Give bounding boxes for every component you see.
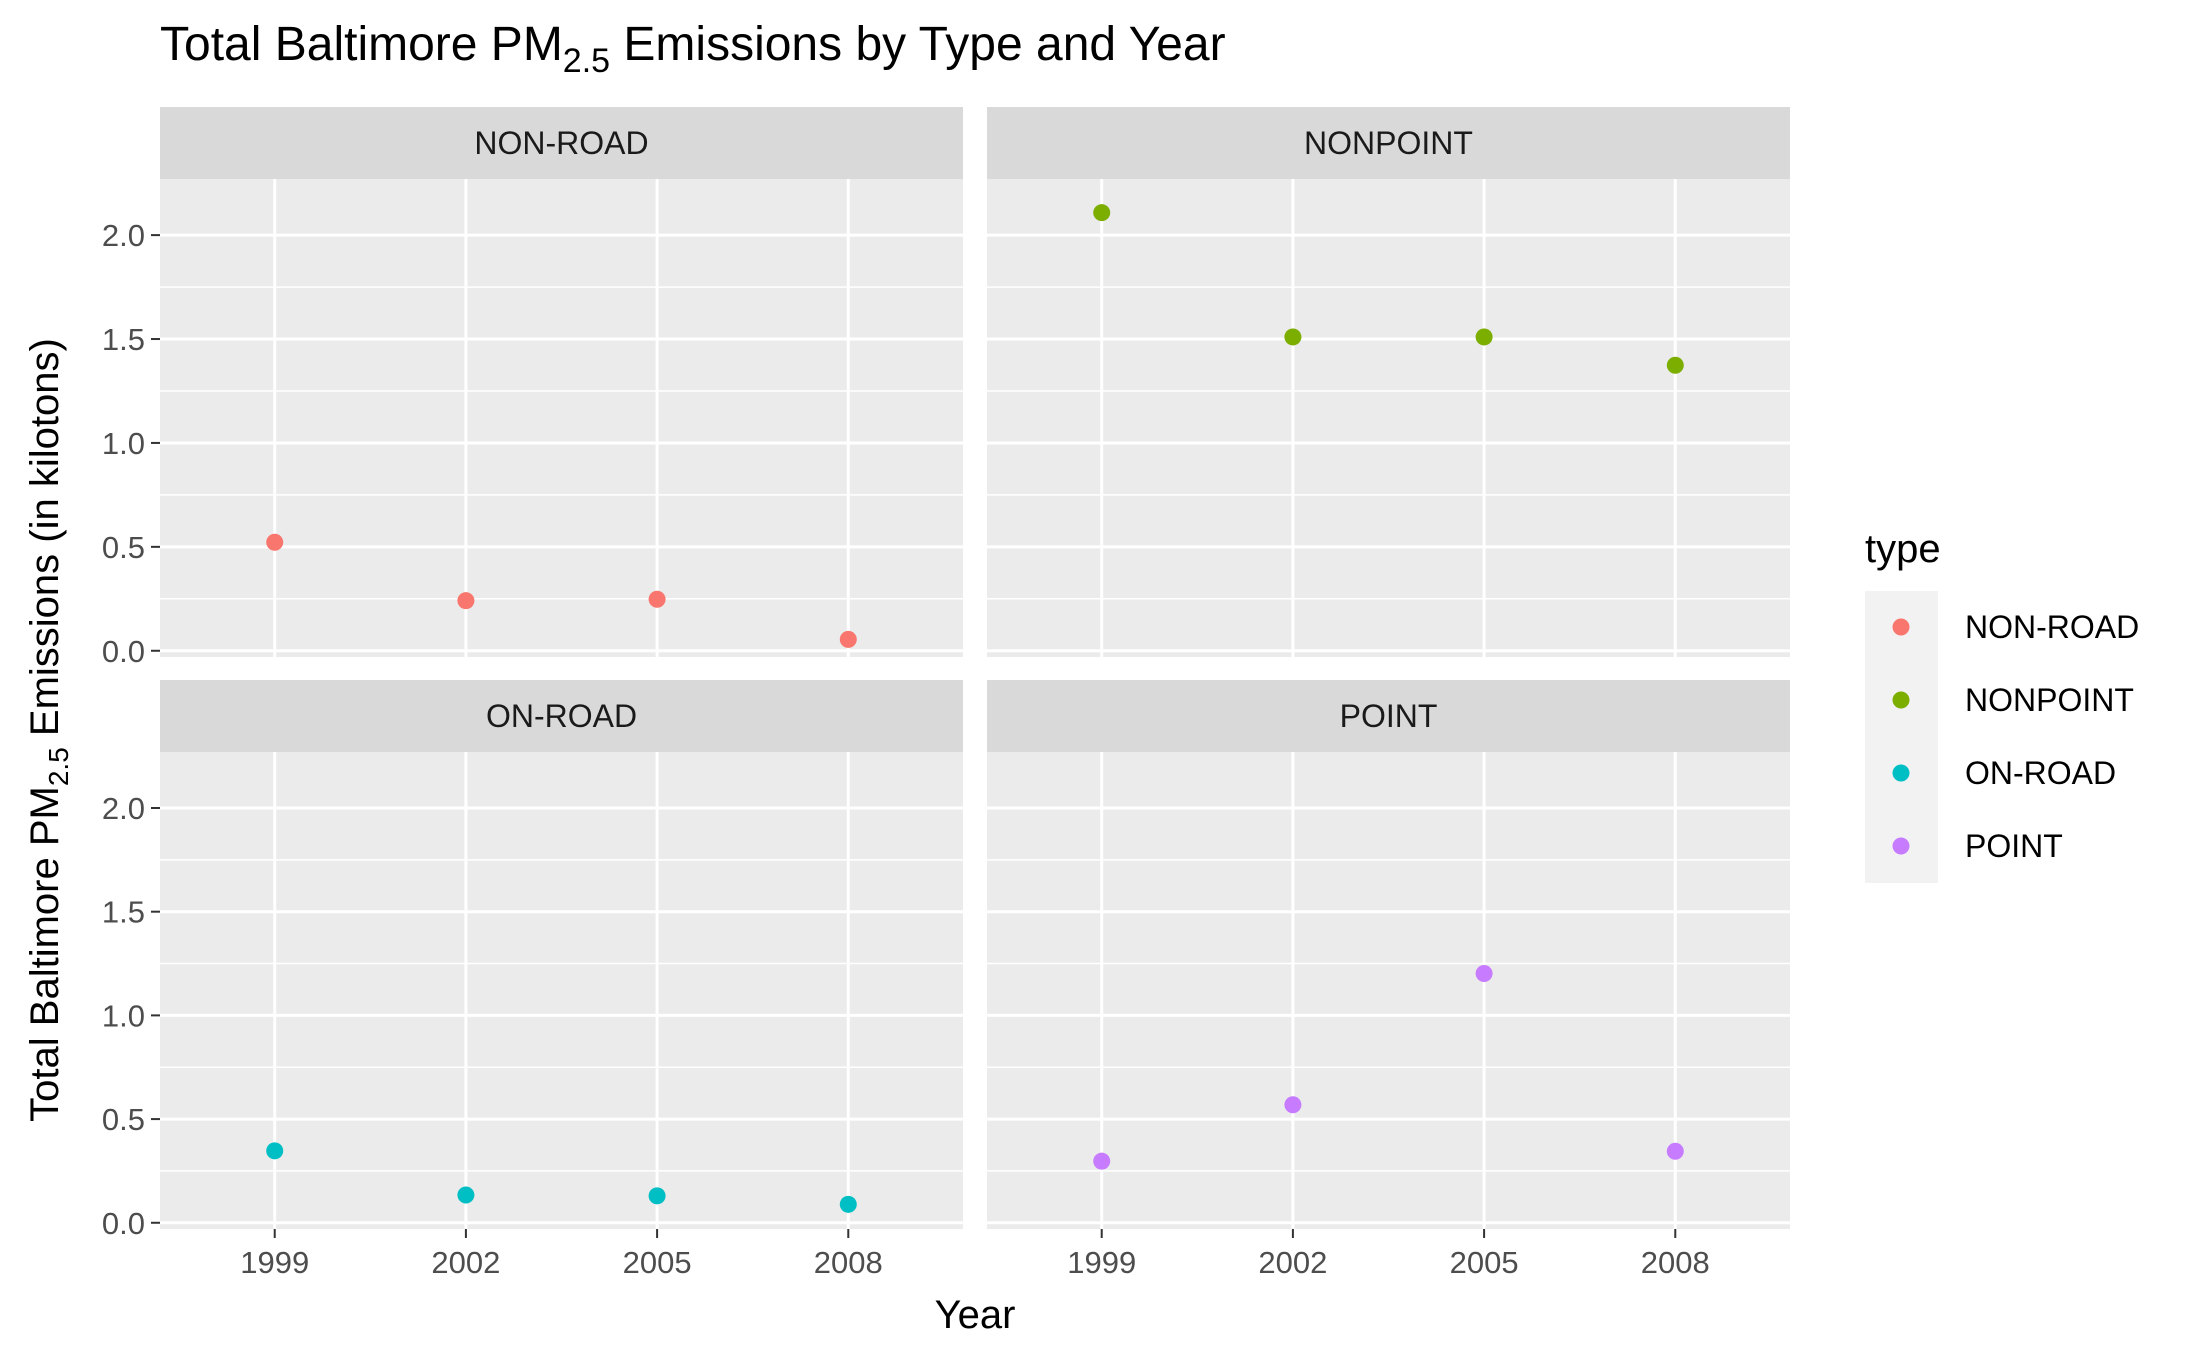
y-tick-label: 0.0	[102, 634, 145, 669]
data-point-on-road-2008	[839, 1195, 857, 1213]
strip-nonpoint	[987, 107, 1790, 179]
strip-on-road	[160, 680, 963, 752]
data-point-point-2002	[1284, 1096, 1302, 1114]
data-point-point-1999	[1093, 1152, 1111, 1170]
chart-title: Total Baltimore PM2.5 Emissions by Type …	[160, 18, 1226, 80]
x-tick-label: 2005	[623, 1245, 692, 1280]
y-tick-label: 1.0	[102, 426, 145, 461]
data-point-point-2005	[1475, 964, 1493, 982]
data-point-on-road-1999	[266, 1142, 284, 1160]
data-point-non-road-2008	[839, 630, 857, 648]
strip-non-road	[160, 107, 963, 179]
data-point-nonpoint-2008	[1666, 356, 1684, 374]
data-point-nonpoint-1999	[1093, 204, 1111, 222]
x-tick-label: 1999	[240, 1245, 309, 1280]
data-point-point-2008	[1666, 1142, 1684, 1160]
y-tick-label: 2.0	[102, 218, 145, 253]
y-tick-label: 0.5	[102, 530, 145, 565]
strip-label-non-road: NON-ROAD	[474, 125, 648, 161]
x-tick-label: 2008	[814, 1245, 883, 1280]
y-tick-label: 2.0	[102, 791, 145, 826]
data-point-on-road-2005	[648, 1187, 666, 1205]
y-axis-ticks: 0.0 0.5 1.0 1.5 2.0 0.0 0.5 1.0 1.5 2.0	[102, 218, 160, 1241]
x-tick-label: 2008	[1641, 1245, 1710, 1280]
strip-label-point: POINT	[1340, 698, 1438, 734]
data-point-on-road-2002	[457, 1186, 475, 1204]
strip-label-on-road: ON-ROAD	[486, 698, 637, 734]
strip-label-nonpoint: NONPOINT	[1304, 125, 1473, 161]
y-tick-label: 0.5	[102, 1102, 145, 1137]
strip-point	[987, 680, 1790, 752]
x-axis-ticks: 1999 2002 2005 2008 1999 2002 2005 2008	[240, 1229, 1710, 1280]
data-point-nonpoint-2002	[1284, 328, 1302, 346]
legend-label-on-road: ON-ROAD	[1965, 755, 2116, 791]
data-point-nonpoint-2005	[1475, 328, 1493, 346]
y-tick-label: 1.5	[102, 322, 145, 357]
panel-point: POINT	[987, 680, 1790, 1229]
legend-label-nonpoint: NONPOINT	[1965, 682, 2134, 718]
facet-panels: NON-ROAD NONPOINT ON-ROAD POINT	[160, 107, 1790, 1229]
data-point-non-road-2002	[457, 592, 475, 610]
panel-background-point	[987, 752, 1790, 1229]
legend-label-non-road: NON-ROAD	[1965, 609, 2139, 645]
legend-key-background	[1865, 591, 1938, 883]
legend-key-on-road	[1892, 764, 1910, 782]
panel-nonpoint: NONPOINT	[987, 107, 1790, 657]
legend-items: NON-ROAD NONPOINT ON-ROAD POINT	[1892, 609, 2139, 864]
x-tick-label: 2002	[431, 1245, 500, 1280]
legend-key-non-road	[1892, 618, 1910, 636]
y-tick-label: 0.0	[102, 1206, 145, 1241]
panel-background-non-road	[160, 179, 963, 657]
legend-label-point: POINT	[1965, 828, 2063, 864]
x-tick-label: 1999	[1067, 1245, 1136, 1280]
x-axis-title: Year	[935, 1293, 1016, 1337]
x-tick-label: 2002	[1258, 1245, 1327, 1280]
data-point-non-road-1999	[266, 533, 284, 551]
legend: type NON-ROAD NONPOINT ON-ROAD POINT	[1865, 527, 2139, 883]
y-tick-label: 1.5	[102, 895, 145, 930]
panel-background-nonpoint	[987, 179, 1790, 657]
legend-key-point	[1892, 837, 1910, 855]
panel-on-road: ON-ROAD	[160, 680, 963, 1229]
y-axis-title: Total Baltimore PM2.5 Emissions (in kilo…	[23, 338, 74, 1122]
legend-title: type	[1865, 527, 1941, 571]
panel-non-road: NON-ROAD	[160, 107, 963, 657]
legend-key-nonpoint	[1892, 691, 1910, 709]
panel-background-on-road	[160, 752, 963, 1229]
x-tick-label: 2005	[1450, 1245, 1519, 1280]
data-point-non-road-2005	[648, 590, 666, 608]
y-tick-label: 1.0	[102, 998, 145, 1033]
